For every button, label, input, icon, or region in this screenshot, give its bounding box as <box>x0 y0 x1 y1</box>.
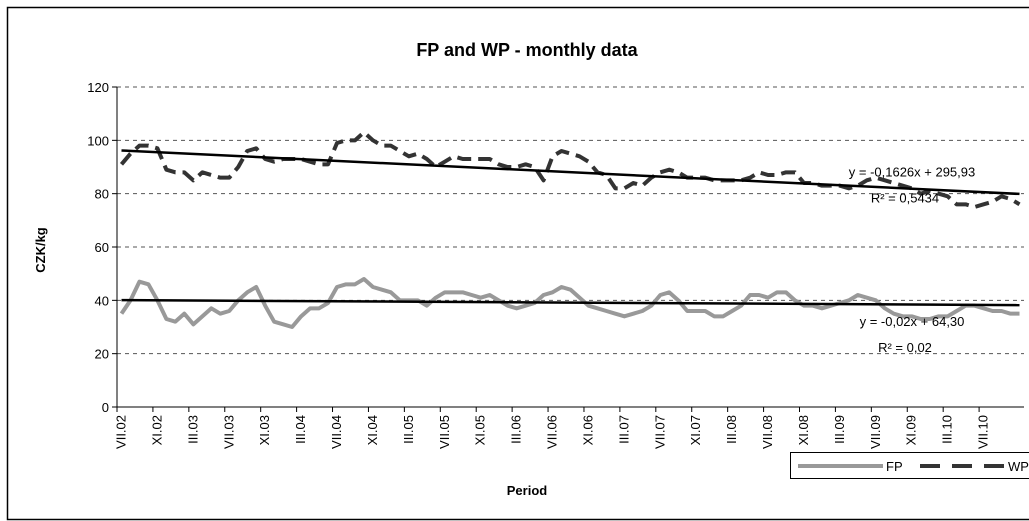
x-tick-label: III.06 <box>509 415 524 444</box>
x-tick-label: XI.07 <box>688 415 703 445</box>
x-tick-label: III.09 <box>832 415 847 444</box>
series-line <box>119 130 1021 209</box>
x-tick-label: XI.08 <box>796 415 811 445</box>
x-tick-label: XI.04 <box>365 415 380 445</box>
y-tick-label: 120 <box>87 80 109 95</box>
y-axis-label: CZK/kg <box>33 227 48 273</box>
trendline <box>121 149 1020 196</box>
y-tick-label: 40 <box>95 293 109 308</box>
x-tick-label: XI.03 <box>257 415 272 445</box>
x-tick-label: III.08 <box>724 415 739 444</box>
x-tick-label: III.07 <box>616 415 631 444</box>
y-tick-label: 0 <box>102 400 109 415</box>
x-tick-label: III.05 <box>401 415 416 444</box>
x-tick-label: VII.02 <box>113 415 128 449</box>
y-tick-label: 20 <box>95 347 109 362</box>
y-tick-label: 80 <box>95 187 109 202</box>
chart-border <box>6 6 1029 521</box>
trendline <box>121 298 1020 307</box>
trendline-r2: R² = 0,02 <box>878 340 932 355</box>
x-tick-label: XI.09 <box>904 415 919 445</box>
x-tick-label: XI.02 <box>149 415 164 445</box>
x-tick-label: VII.09 <box>868 415 883 449</box>
trendline-r2: R² = 0,5434 <box>871 190 939 205</box>
x-tick-label: VII.04 <box>329 415 344 449</box>
x-tick-label: III.10 <box>940 415 955 444</box>
y-tick-label: 100 <box>87 133 109 148</box>
legend-label: FP <box>886 459 903 474</box>
x-tick-label: VII.10 <box>976 415 991 449</box>
x-tick-label: VII.05 <box>437 415 452 449</box>
x-tick-label: VII.06 <box>545 415 560 449</box>
x-tick-label: VII.07 <box>652 415 667 449</box>
trendline-equation: y = -0,1626x + 295,93 <box>849 164 975 179</box>
trendline-equation: y = -0,02x + 64,30 <box>860 314 965 329</box>
x-tick-label: XI.06 <box>580 415 595 445</box>
x-tick-label: III.03 <box>185 415 200 444</box>
y-tick-label: 60 <box>95 240 109 255</box>
chart-title: FP and WP - monthly data <box>416 40 638 60</box>
x-tick-label: XI.05 <box>473 415 488 445</box>
x-tick-label: VII.08 <box>760 415 775 449</box>
x-tick-label: VII.03 <box>221 415 236 449</box>
legend-label: WP <box>1008 459 1029 474</box>
x-tick-label: III.04 <box>293 415 308 444</box>
series-line <box>119 277 1020 329</box>
x-axis-label: Period <box>507 483 548 498</box>
